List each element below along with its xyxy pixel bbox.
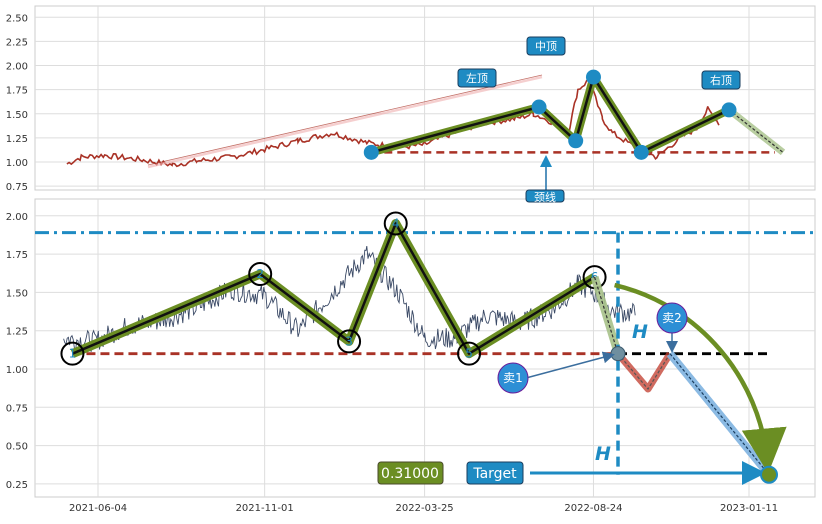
throwback-line bbox=[617, 353, 671, 391]
sell1-label: 卖1 bbox=[503, 371, 523, 385]
height-label-upper: H bbox=[632, 321, 648, 343]
middle-top-label: 中顶 bbox=[535, 40, 557, 53]
top-y-tick-label: 2.50 bbox=[6, 13, 28, 24]
top-y-tick-label: 1.25 bbox=[6, 134, 28, 145]
top-projection-line bbox=[728, 109, 784, 153]
x-tick-label: 2021-11-01 bbox=[236, 503, 294, 514]
top-pattern-marker bbox=[531, 99, 547, 115]
top-pattern-marker bbox=[721, 102, 737, 118]
bottom-y-tick-label: 1.00 bbox=[6, 365, 28, 376]
right-top-label-box bbox=[701, 70, 741, 90]
top-trend-arrow bbox=[147, 74, 543, 166]
left-top-label-box bbox=[457, 68, 497, 88]
top-trend-arrow-shadow bbox=[147, 75, 543, 169]
bottom-y-tick-label: 0.25 bbox=[6, 480, 28, 491]
pattern-point-circle bbox=[457, 341, 482, 366]
right-top-label: 右顶 bbox=[710, 73, 732, 87]
middle-top-label-box bbox=[526, 36, 566, 56]
x-tick-label: 2023-01-11 bbox=[720, 503, 778, 514]
pattern-point-label: 1 bbox=[69, 347, 77, 361]
target-label: Target bbox=[472, 466, 517, 482]
target-label-box bbox=[466, 461, 524, 485]
top-y-tick-label: 2.25 bbox=[6, 37, 28, 48]
breakdown-line bbox=[594, 276, 619, 354]
curved-target-arrow bbox=[614, 282, 787, 474]
top-pattern-marker bbox=[633, 144, 649, 160]
sell1-arrow bbox=[525, 351, 615, 379]
height-label-lower: H bbox=[595, 443, 611, 465]
pattern-point-circle bbox=[248, 262, 273, 287]
bottom-pattern-line bbox=[71, 222, 596, 355]
top-pattern-marker bbox=[568, 133, 584, 149]
bottom-y-tick-label: 0.50 bbox=[6, 442, 28, 453]
top-y-tick-label: 0.75 bbox=[6, 182, 28, 193]
top-pattern-marker bbox=[363, 144, 379, 160]
top-y-tick-label: 1.00 bbox=[6, 158, 28, 169]
pattern-point-circle bbox=[60, 341, 85, 366]
top-y-tick-label: 2.00 bbox=[6, 62, 28, 73]
top-pattern-line bbox=[370, 75, 730, 154]
sell1-bubble bbox=[497, 362, 529, 394]
breakout-point bbox=[610, 346, 626, 362]
bottom-y-tick-label: 1.25 bbox=[6, 327, 28, 338]
top-y-tick-label: 1.50 bbox=[6, 110, 28, 121]
top-y-tick-label: 1.75 bbox=[6, 86, 28, 97]
pattern-point-label: 3 bbox=[345, 334, 353, 348]
top-pattern-marker bbox=[585, 69, 601, 85]
left-top-label: 左顶 bbox=[466, 72, 488, 85]
target-value: 0.31000 bbox=[381, 466, 439, 482]
sell2-bubble bbox=[656, 302, 688, 334]
target-value-box bbox=[377, 461, 444, 485]
pattern-point-label: 4 bbox=[392, 216, 400, 230]
neckline-label: 颈线 bbox=[534, 190, 556, 204]
pattern-point-circle bbox=[337, 329, 362, 354]
bottom-panel-grid bbox=[35, 199, 815, 497]
bottom-y-tick-label: 2.00 bbox=[6, 212, 28, 223]
top-panel-y-ticks: 0.75 1.00 1.25 1.50 1.75 2.00 2.25 2.50 bbox=[6, 13, 28, 193]
sell2-label: 卖2 bbox=[662, 311, 682, 325]
bottom-panel-x-ticks: 2021-06-04 2021-11-01 2022-03-25 2022-08-24… bbox=[69, 503, 778, 514]
bottom-y-tick-label: 1.50 bbox=[6, 288, 28, 299]
pattern-point-label: 5 bbox=[465, 347, 473, 361]
bottom-panel-y-ticks: 0.25 0.50 0.75 1.00 1.25 1.50 1.75 2.00 bbox=[6, 212, 28, 491]
pattern-point-circle bbox=[383, 211, 408, 236]
x-tick-label: 2021-06-04 bbox=[69, 503, 127, 514]
bottom-y-tick-label: 1.75 bbox=[6, 250, 28, 261]
x-tick-label: 2022-03-25 bbox=[396, 503, 454, 514]
pattern-point-label: 2 bbox=[256, 267, 264, 281]
bottom-y-tick-label: 0.75 bbox=[6, 403, 28, 414]
target-point bbox=[760, 465, 778, 484]
neckline-label-box bbox=[525, 189, 565, 203]
x-tick-label: 2022-08-24 bbox=[564, 503, 622, 514]
